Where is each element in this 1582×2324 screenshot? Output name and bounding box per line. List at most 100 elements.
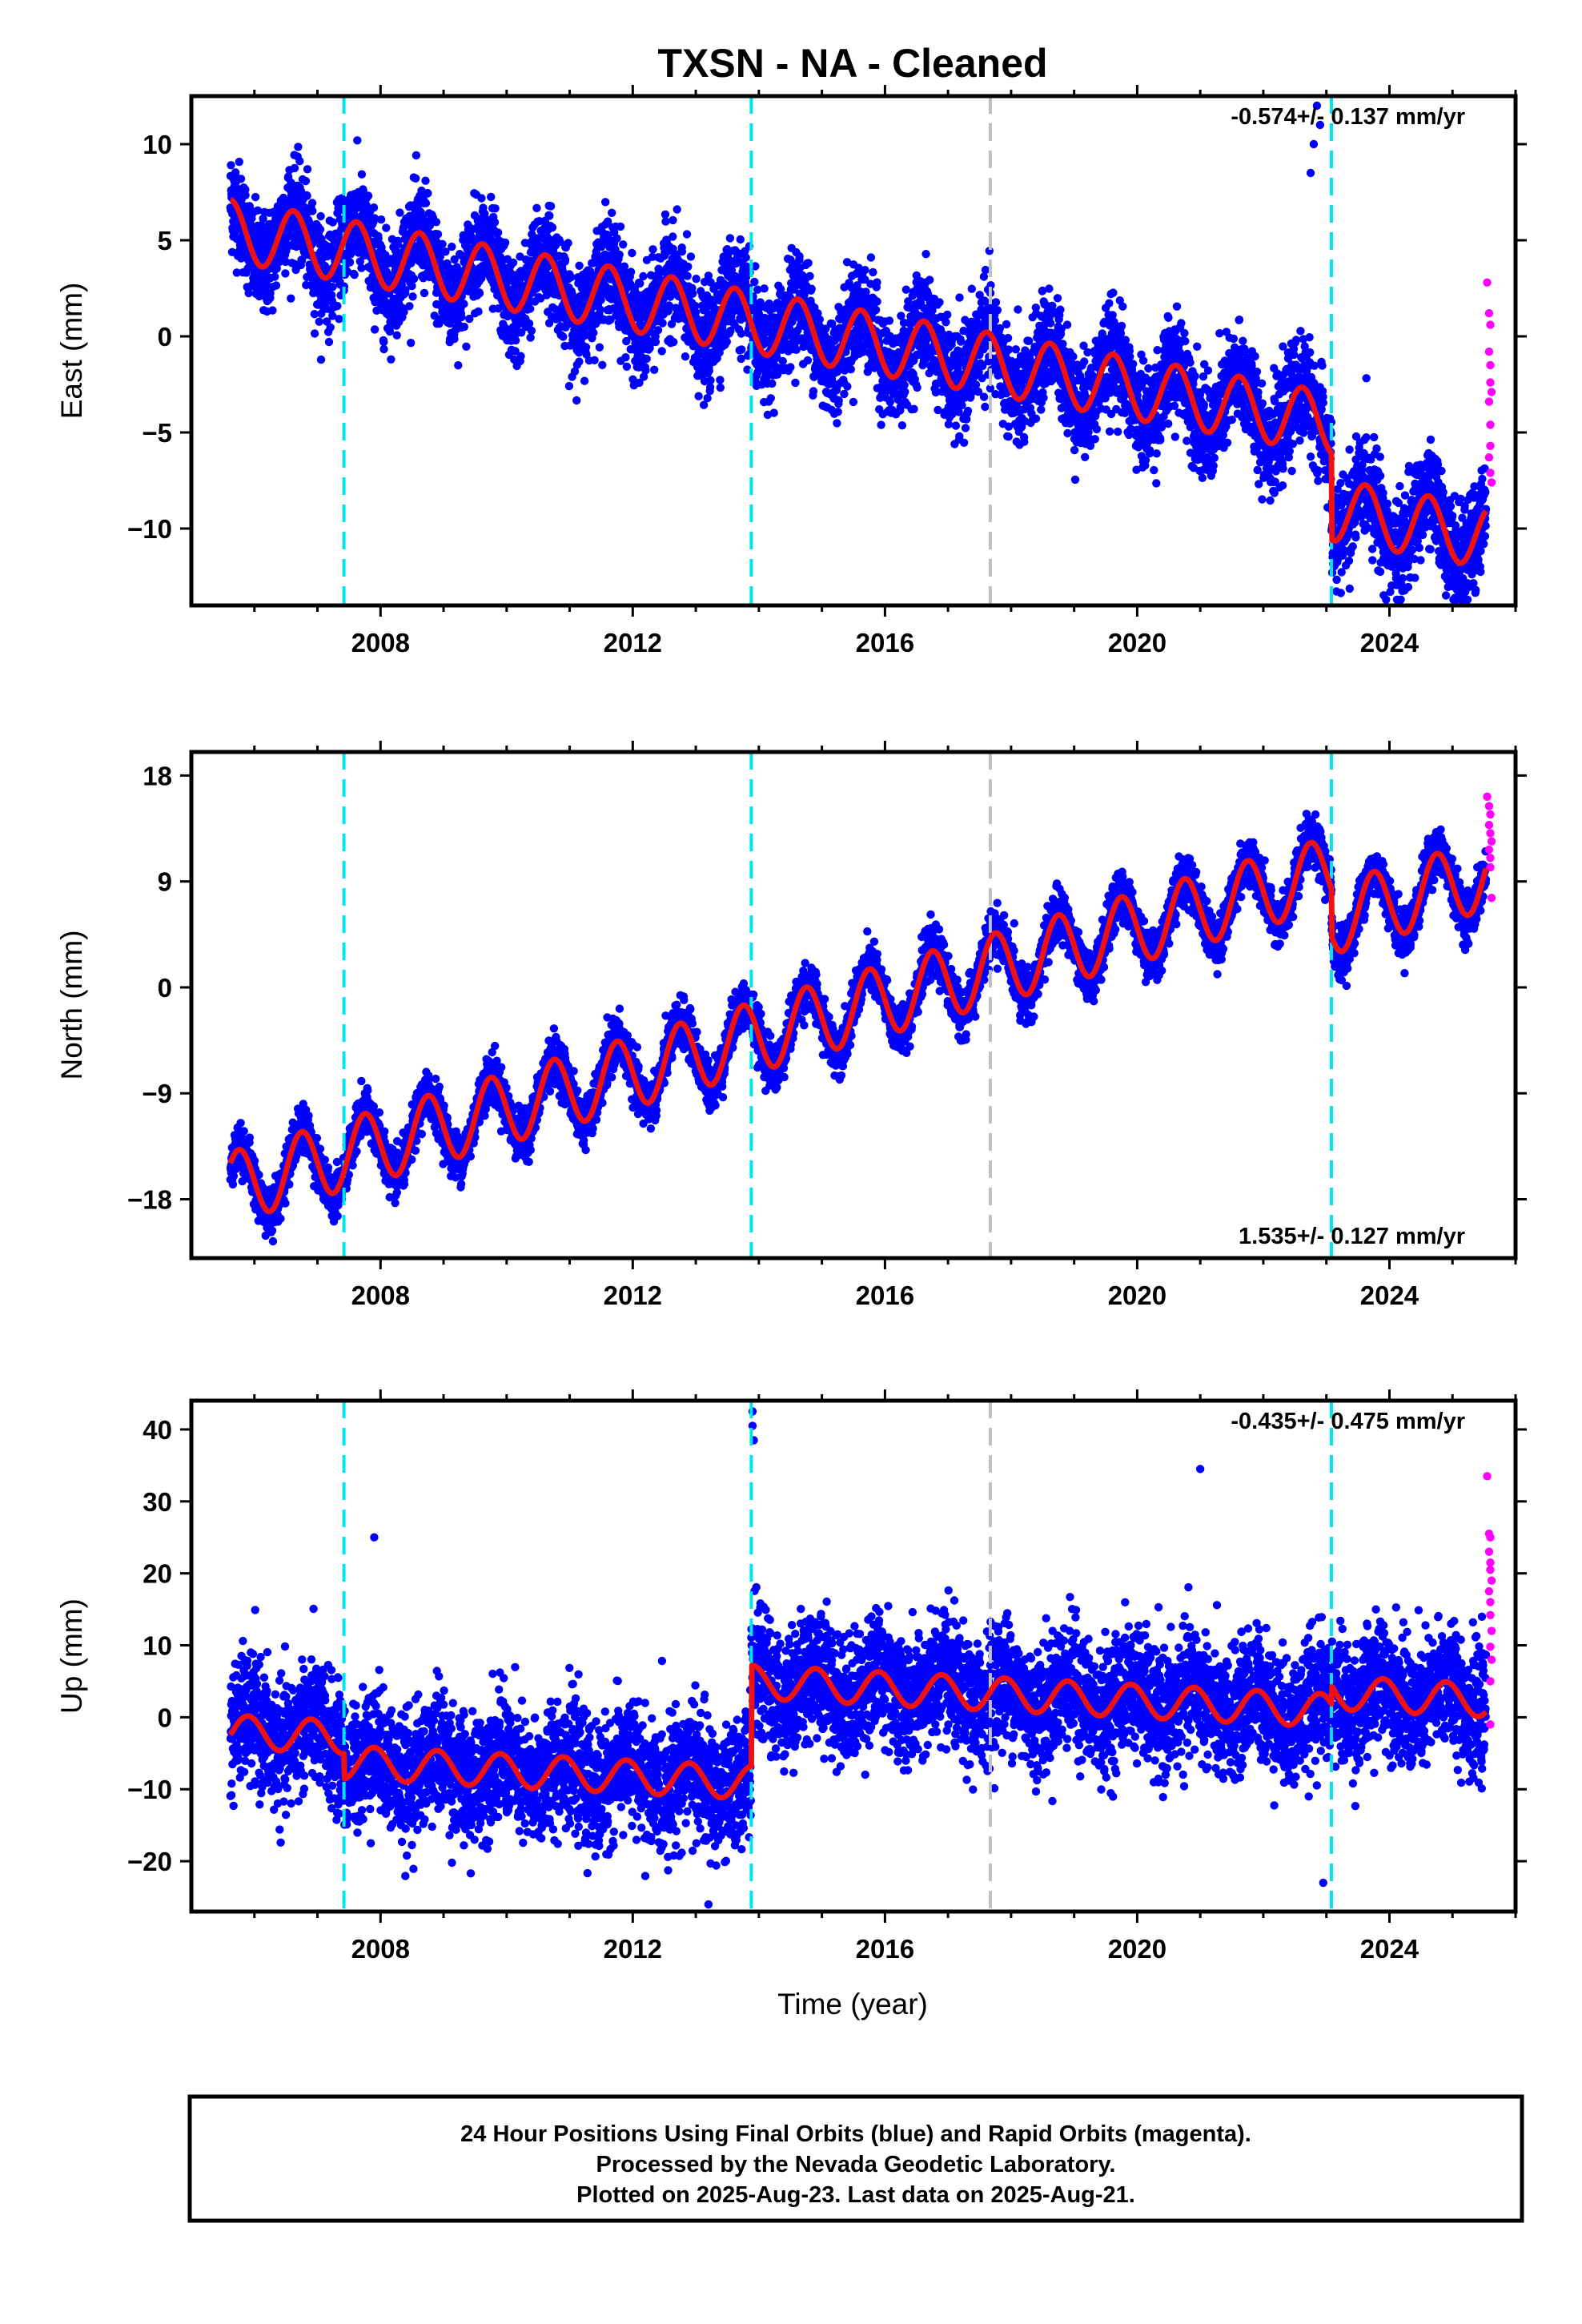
east-point (805, 271, 814, 280)
east-point (450, 335, 459, 344)
east-point (1053, 294, 1062, 303)
east-point (1058, 340, 1067, 348)
east-point (843, 382, 852, 391)
east-point (769, 408, 778, 417)
east-point (526, 304, 535, 313)
east-point (909, 404, 918, 413)
east-point (575, 357, 584, 366)
east-point (778, 356, 787, 366)
east-point (474, 307, 483, 316)
east-point (1002, 320, 1011, 329)
east-point (581, 343, 591, 352)
east-point (382, 223, 391, 232)
east-point (926, 275, 934, 284)
east-point (271, 272, 279, 281)
east-point (457, 312, 466, 322)
east-point (407, 339, 416, 348)
east-point (871, 305, 881, 315)
east-point (357, 263, 366, 272)
east-point (363, 191, 373, 200)
east-point (315, 317, 323, 326)
east-point (1031, 414, 1041, 423)
east-point (424, 189, 432, 198)
east-point (943, 310, 952, 320)
east-point (942, 318, 950, 327)
east-point (598, 360, 607, 369)
east-point (369, 203, 379, 212)
east-point (616, 222, 625, 231)
east-point (601, 198, 610, 207)
east-point (1070, 445, 1079, 455)
east-point (589, 328, 598, 337)
east-point (345, 258, 355, 267)
east-point (287, 294, 295, 303)
east-point (251, 192, 260, 202)
east-point (791, 378, 800, 388)
east-point (722, 337, 731, 346)
east-point (232, 268, 241, 277)
east-point (688, 289, 697, 298)
east-point (575, 261, 584, 270)
east-final-orbit-points (226, 101, 1491, 604)
east-point (1062, 320, 1072, 329)
east-point (955, 293, 964, 302)
east-point (409, 274, 419, 283)
east-point (412, 151, 421, 160)
east-point (686, 252, 696, 261)
east-point (379, 337, 388, 347)
east-point (508, 258, 518, 267)
east-point (935, 298, 944, 307)
east-point (392, 331, 401, 340)
east-point (669, 215, 677, 225)
east-point (967, 284, 977, 293)
east-point (308, 207, 317, 215)
east-point (564, 239, 572, 247)
east-point (833, 419, 841, 428)
east-point (448, 242, 456, 251)
east-point (271, 281, 281, 290)
east-point (639, 271, 648, 281)
east-point (804, 259, 813, 267)
east-point (595, 343, 604, 352)
east-point (869, 267, 877, 277)
east-point (951, 421, 961, 430)
east-point (673, 205, 681, 214)
east-point (328, 218, 337, 227)
east-point (596, 305, 604, 314)
east-point (307, 199, 317, 207)
east-point (438, 239, 447, 248)
east-point (705, 366, 713, 376)
east-point (786, 363, 795, 372)
east-point (737, 345, 746, 354)
east-point (241, 191, 250, 199)
east-point (580, 376, 589, 385)
east-point (993, 306, 1002, 315)
east-point (1056, 305, 1065, 314)
east-point (849, 397, 858, 407)
east-point (653, 326, 663, 335)
east-point (310, 329, 319, 338)
east-point (885, 316, 894, 325)
east-point (648, 245, 657, 254)
east-point (524, 319, 534, 328)
east-point (244, 288, 253, 298)
east-point (532, 203, 541, 212)
east-point (333, 301, 342, 311)
east-point (682, 230, 692, 239)
east-point (1081, 452, 1090, 461)
east-point (661, 217, 670, 226)
east-point (490, 218, 500, 227)
east-point (493, 228, 503, 237)
east-point (1039, 393, 1048, 402)
east-point (766, 394, 775, 403)
east-point (1003, 333, 1013, 343)
east-point (809, 387, 818, 396)
east-point (460, 300, 468, 308)
east-point (1020, 437, 1029, 446)
east-point (405, 302, 414, 311)
east-point (657, 347, 666, 356)
east-point (559, 332, 568, 341)
east-point (477, 194, 486, 203)
east-point (622, 362, 632, 371)
east-point (396, 208, 404, 217)
